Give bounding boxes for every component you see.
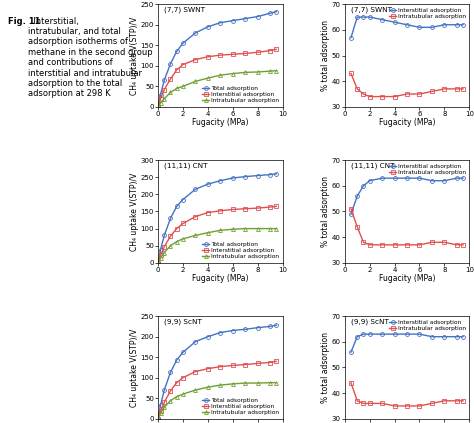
Text: Fig. 11: Fig. 11 — [8, 16, 40, 26]
Y-axis label: % total adsorption: % total adsorption — [321, 332, 330, 403]
Text: (11,11) CNT: (11,11) CNT — [351, 162, 394, 169]
Legend: Total adsorption, Interstitial adsorption, Intratubular adsorption: Total adsorption, Interstitial adsorptio… — [202, 398, 280, 416]
Legend: Interstitial adsorption, Intratubular adsorption: Interstitial adsorption, Intratubular ad… — [388, 163, 466, 175]
Text: Interstitial,
intratubular, and total
adsorption isotherms of
methane in the sec: Interstitial, intratubular, and total ad… — [28, 16, 152, 99]
Legend: Interstitial adsorption, Intratubular adsorption: Interstitial adsorption, Intratubular ad… — [388, 7, 466, 19]
X-axis label: Fugacity (MPa): Fugacity (MPa) — [192, 118, 248, 127]
Legend: Interstitial adsorption, Intratubular adsorption: Interstitial adsorption, Intratubular ad… — [388, 319, 466, 331]
Y-axis label: CH₄ uptake V(STP)/V: CH₄ uptake V(STP)/V — [130, 16, 139, 95]
X-axis label: Fugacity (MPa): Fugacity (MPa) — [379, 275, 435, 283]
Legend: Total adsorption, Interstitial adsorption, Intratubular adsorption: Total adsorption, Interstitial adsorptio… — [202, 86, 280, 104]
Y-axis label: CH₄ uptake V(STP)/V: CH₄ uptake V(STP)/V — [130, 328, 139, 407]
X-axis label: Fugacity (MPa): Fugacity (MPa) — [192, 275, 248, 283]
Text: (9,9) ScNT: (9,9) ScNT — [164, 318, 202, 325]
Text: (9,9) ScNT: (9,9) ScNT — [351, 318, 389, 325]
Text: (11,11) CNT: (11,11) CNT — [164, 162, 208, 169]
X-axis label: Fugacity (MPa): Fugacity (MPa) — [379, 118, 435, 127]
Legend: Total adsorption, Interstitial adsorption, Intratubular adsorption: Total adsorption, Interstitial adsorptio… — [202, 242, 280, 260]
Y-axis label: CH₄ uptake V(STP)/V: CH₄ uptake V(STP)/V — [130, 172, 139, 251]
Y-axis label: % total adsorption: % total adsorption — [321, 176, 330, 247]
Text: (7,7) SWNT: (7,7) SWNT — [164, 6, 205, 13]
Text: (7,7) SWNT: (7,7) SWNT — [351, 6, 392, 13]
Y-axis label: % total adsorption: % total adsorption — [321, 20, 330, 91]
